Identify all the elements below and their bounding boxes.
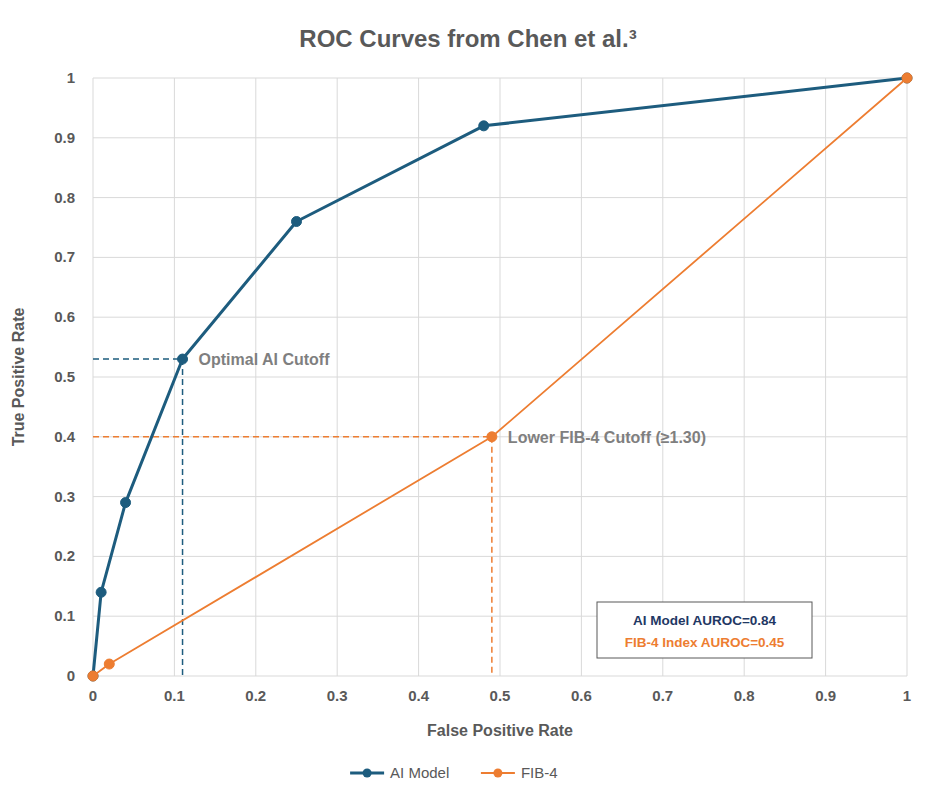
y-tick-label: 0.9	[54, 129, 75, 146]
series-group	[88, 73, 912, 681]
y-grid-line	[93, 78, 907, 79]
y-tick-label: 0.2	[54, 547, 75, 564]
y-grid-line	[93, 676, 907, 677]
y-grid-line	[93, 377, 907, 378]
y-grid-line	[93, 137, 907, 138]
annotation-v-line	[491, 437, 493, 676]
x-tick-label: 0.7	[652, 687, 673, 704]
x-tick-label: 1	[903, 687, 911, 704]
y-tick-label: 0.6	[54, 308, 75, 325]
series-marker	[292, 217, 302, 227]
x-tick-label: 0.8	[734, 687, 755, 704]
y-tick-label: 0.7	[54, 248, 75, 265]
series-marker	[96, 587, 106, 597]
x-tick-label: 0.3	[327, 687, 348, 704]
x-axis-label: False Positive Rate	[427, 722, 573, 739]
series-marker	[902, 73, 912, 83]
series-line	[93, 78, 907, 676]
legend: AI Model FIB-4	[350, 764, 557, 781]
annotation-lines	[93, 359, 492, 676]
grid	[93, 78, 907, 676]
y-grid-line	[93, 197, 907, 198]
series-marker	[178, 354, 188, 364]
series-line	[93, 78, 907, 676]
notes-box	[597, 602, 812, 658]
annotation-text: Lower FIB-4 Cutoff (≥1.30)	[508, 429, 706, 446]
y-tick-label: 0.5	[54, 368, 75, 385]
y-tick-label: 0.8	[54, 189, 75, 206]
y-tick-label: 0.3	[54, 488, 75, 505]
chart: ROC Curves from Chen et al.³ 0 0.1 0.2 0.3 0.…	[0, 0, 936, 808]
y-grid-line	[93, 556, 907, 557]
y-grid-line	[93, 496, 907, 497]
title: ROC Curves from Chen et al.³	[299, 25, 636, 52]
y-tick-label: 0	[67, 667, 75, 684]
legend-marker	[493, 769, 502, 778]
y-tick-label: 0.4	[54, 428, 76, 445]
x-tick-label: 0.1	[164, 687, 185, 704]
x-tick-label: 0.6	[571, 687, 592, 704]
x-tick-label: 0.2	[245, 687, 266, 704]
annotation-h-line	[93, 358, 183, 360]
x-tick-label: 0.5	[490, 687, 511, 704]
x-tick-label: 0	[89, 687, 97, 704]
legend-label: FIB-4	[521, 764, 558, 781]
series-marker	[479, 121, 489, 131]
annotation-v-line	[182, 359, 184, 676]
y-axis-label: True Positive Rate	[10, 308, 27, 447]
note-text: AI Model AUROC=0.84	[633, 613, 777, 628]
y-tick-label: 1	[67, 69, 75, 86]
series-marker	[121, 498, 131, 508]
x-tick-label: 0.9	[815, 687, 836, 704]
legend-marker	[363, 769, 372, 778]
series-marker	[104, 659, 114, 669]
y-tick-label: 0.1	[54, 607, 75, 624]
y-grid-line	[93, 436, 907, 437]
series-marker	[88, 671, 98, 681]
x-tick-label: 0.4	[408, 687, 430, 704]
legend-label: AI Model	[390, 764, 449, 781]
series-marker	[487, 432, 497, 442]
series-marker	[88, 671, 98, 681]
series-marker	[902, 73, 912, 83]
annotation-text: Optimal AI Cutoff	[199, 351, 331, 368]
y-grid-line	[93, 257, 907, 258]
background	[0, 0, 936, 808]
note-text: FIB-4 Index AUROC=0.45	[625, 635, 785, 650]
